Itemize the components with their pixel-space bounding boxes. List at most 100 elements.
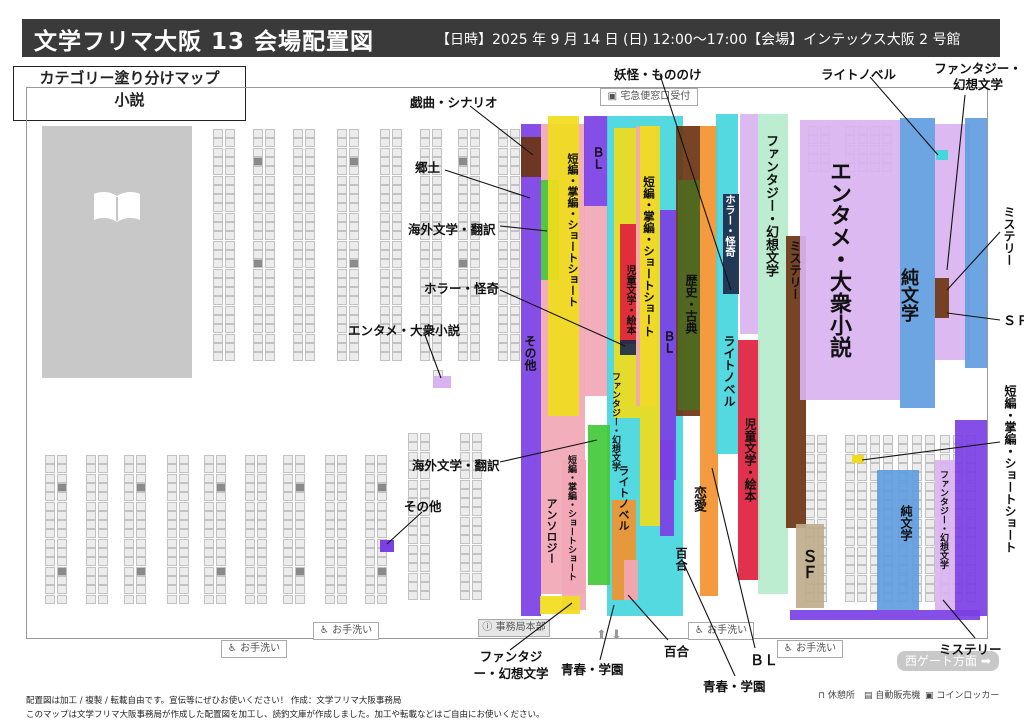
booth-seat[interactable]	[213, 268, 223, 278]
booth-seat[interactable]	[57, 594, 67, 604]
booth-seat[interactable]	[510, 305, 520, 315]
booth-seat[interactable]	[265, 184, 275, 194]
booth-seat[interactable]	[420, 231, 430, 241]
booth-seat[interactable]	[337, 296, 347, 306]
booth-seat[interactable]	[460, 535, 470, 545]
booth-seat[interactable]	[293, 222, 303, 231]
booth-seat[interactable]	[349, 194, 359, 204]
booth-seat[interactable]	[925, 509, 935, 519]
booth-seat[interactable]	[245, 575, 255, 585]
booth-seat[interactable]	[460, 572, 470, 582]
booth-seat[interactable]	[257, 557, 267, 567]
booth-seat[interactable]	[265, 352, 275, 362]
booth-seat[interactable]	[136, 529, 146, 539]
booth-seat[interactable]	[305, 277, 315, 287]
category-block-khaki[interactable]	[796, 524, 824, 608]
booth-seat[interactable]	[295, 538, 305, 548]
booth-seat[interactable]	[283, 492, 293, 502]
booth-seat[interactable]	[337, 464, 347, 474]
booth-seat[interactable]	[325, 482, 335, 492]
booth-seat[interactable]	[98, 510, 108, 520]
booth-seat[interactable]	[380, 203, 390, 213]
booth-seat[interactable]	[45, 575, 55, 585]
booth-seat[interactable]	[365, 566, 375, 576]
booth-seat[interactable]	[392, 287, 402, 297]
booth-seat[interactable]	[265, 166, 275, 176]
booth-seat[interactable]	[432, 315, 442, 324]
booth-seat[interactable]	[225, 129, 235, 138]
booth-seat[interactable]	[213, 240, 223, 250]
booth-seat[interactable]	[458, 231, 468, 241]
booth-seat[interactable]	[293, 203, 303, 213]
booth-seat[interactable]	[472, 553, 482, 563]
booth-seat[interactable]	[295, 482, 305, 492]
booth-seat[interactable]	[883, 435, 893, 444]
booth-seat[interactable]	[57, 455, 67, 464]
booth-seat[interactable]	[257, 464, 267, 474]
booth-seat[interactable]	[337, 455, 347, 464]
booth-seat[interactable]	[460, 470, 470, 480]
booth-seat[interactable]	[857, 472, 867, 482]
booth-seat[interactable]	[86, 594, 96, 604]
booth-seat[interactable]	[325, 529, 335, 539]
booth-seat[interactable]	[472, 479, 482, 489]
booth-seat[interactable]	[432, 156, 442, 166]
booth-seat[interactable]	[124, 557, 134, 567]
category-block-blue[interactable]	[900, 118, 935, 408]
booth-seat[interactable]	[460, 433, 470, 442]
booth-seat[interactable]	[925, 435, 935, 444]
booth-seat[interactable]	[470, 287, 480, 297]
restroom-4[interactable]: ♿ お手洗い	[777, 640, 843, 658]
booth-seat[interactable]	[472, 581, 482, 591]
booth-seat[interactable]	[216, 529, 226, 539]
booth-seat[interactable]	[380, 268, 390, 278]
booth-seat[interactable]	[225, 296, 235, 306]
booth-seat[interactable]	[86, 585, 96, 595]
booth-seat[interactable]	[940, 435, 950, 444]
booth-seat[interactable]	[498, 259, 508, 269]
booth-seat[interactable]	[377, 482, 387, 492]
booth-seat[interactable]	[857, 509, 867, 519]
booth-seat[interactable]	[204, 575, 214, 585]
booth-seat[interactable]	[470, 249, 480, 259]
booth-seat[interactable]	[295, 510, 305, 520]
booth-seat[interactable]	[845, 565, 855, 575]
booth-seat[interactable]	[458, 296, 468, 306]
booth-seat[interactable]	[45, 455, 55, 464]
restroom-3[interactable]: ♿ お手洗い	[688, 622, 754, 640]
booth-seat[interactable]	[305, 175, 315, 185]
booth-seat[interactable]	[470, 352, 480, 362]
booth-seat[interactable]	[420, 324, 430, 334]
booth-seat[interactable]	[179, 455, 189, 464]
booth-seat[interactable]	[305, 333, 315, 343]
booth-seat[interactable]	[510, 277, 520, 287]
booth-seat[interactable]	[136, 520, 146, 530]
booth-seat[interactable]	[408, 526, 418, 535]
booth-seat[interactable]	[472, 507, 482, 517]
booth-seat[interactable]	[925, 462, 935, 472]
booth-seat[interactable]	[253, 240, 263, 250]
booth-seat[interactable]	[124, 501, 134, 511]
booth-seat[interactable]	[377, 510, 387, 520]
booth-seat[interactable]	[458, 277, 468, 287]
booth-seat[interactable]	[305, 138, 315, 148]
booth-seat[interactable]	[337, 492, 347, 502]
booth-seat[interactable]	[305, 324, 315, 334]
category-block-blue[interactable]	[965, 118, 987, 368]
booth-seat[interactable]	[472, 460, 482, 470]
booth-seat[interactable]	[167, 455, 177, 464]
booth-seat[interactable]	[470, 231, 480, 241]
booth-seat[interactable]	[349, 222, 359, 231]
booth-seat[interactable]	[179, 548, 189, 557]
booth-seat[interactable]	[380, 296, 390, 306]
booth-seat[interactable]	[253, 175, 263, 185]
booth-seat[interactable]	[420, 516, 430, 526]
booth-seat[interactable]	[225, 259, 235, 269]
booth-seat[interactable]	[432, 240, 442, 250]
booth-seat[interactable]	[498, 156, 508, 166]
booth-seat[interactable]	[265, 277, 275, 287]
booth-seat[interactable]	[295, 520, 305, 530]
booth-seat[interactable]	[265, 147, 275, 157]
booth-seat[interactable]	[432, 194, 442, 204]
booth-seat[interactable]	[472, 544, 482, 554]
